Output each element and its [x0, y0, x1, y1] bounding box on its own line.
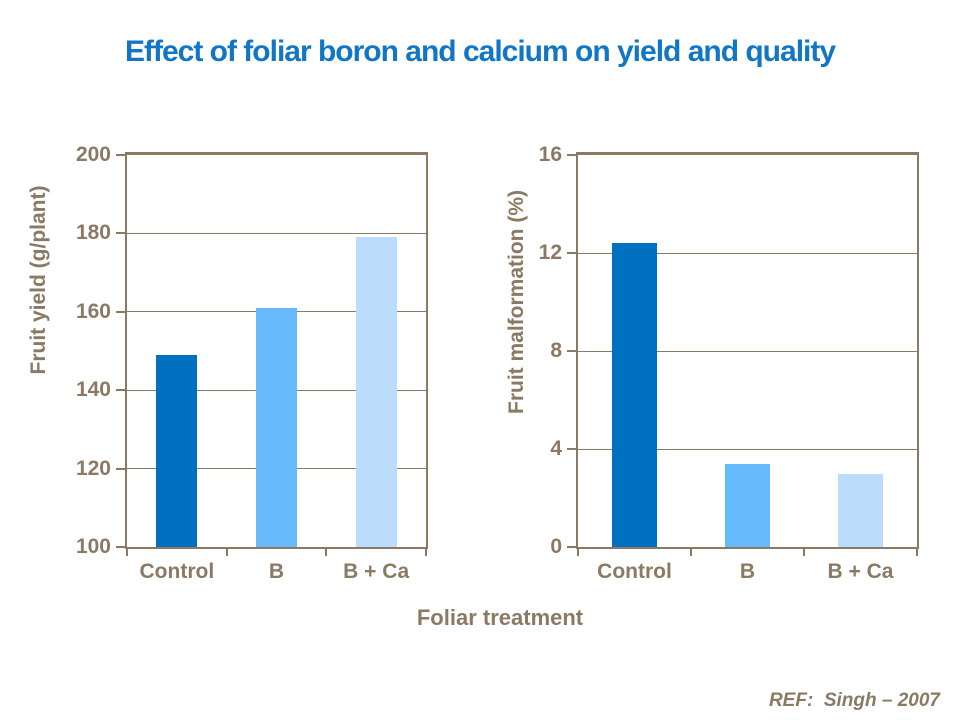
y-tick-label-text: 8: [550, 339, 562, 362]
x-axis-tick: [577, 547, 579, 556]
y-axis-tick: [567, 350, 578, 352]
bar-b-ca: [838, 473, 883, 547]
x-axis-tick: [803, 547, 805, 556]
y-axis-title-text: Fruit malformation (%): [505, 190, 528, 414]
plot-border: [576, 152, 919, 549]
y-tick-label-text: 16: [538, 143, 562, 166]
gridline: [127, 389, 426, 391]
x-axis-tick: [325, 547, 328, 556]
x-axis-title-text: Foliar treatment: [416, 605, 584, 630]
bar-b: [256, 307, 297, 547]
x-category-label-text: B: [268, 560, 285, 583]
x-axis-tick: [425, 547, 427, 556]
y-axis-tick: [567, 252, 578, 254]
y-axis-tick: [567, 546, 578, 548]
x-category-label-text: B + Ca: [343, 560, 410, 583]
y-tick-label-text: 200: [75, 143, 111, 166]
x-category-label-text: B + Ca: [827, 560, 894, 583]
gridline: [127, 232, 426, 234]
y-tick-label-text: 120: [75, 456, 111, 480]
gridline: [127, 468, 426, 470]
bar-b: [725, 463, 770, 547]
gridline: [578, 350, 917, 352]
reference-text: REF: Singh – 2007: [768, 690, 940, 711]
bar-control: [156, 354, 198, 547]
y-axis-tick: [116, 310, 127, 313]
x-axis-tick: [690, 547, 692, 556]
y-axis-tick: [116, 546, 127, 548]
y-axis-tick: [567, 154, 578, 156]
x-category-label-text: Control: [597, 560, 672, 583]
bar-b-ca: [355, 237, 397, 547]
x-axis-tick: [916, 547, 918, 556]
y-tick-label-text: 140: [75, 378, 111, 402]
x-category-label-text: Control: [139, 560, 215, 583]
y-tick-label-text: 100: [75, 535, 111, 558]
y-tick-label-text: 12: [538, 241, 562, 264]
y-tick-label-text: 4: [550, 437, 562, 460]
plot-border: [125, 152, 428, 549]
y-tick-label-text: 0: [550, 535, 562, 558]
y-axis-tick: [116, 154, 127, 156]
y-tick-label-text: 160: [75, 299, 111, 323]
gridline: [578, 252, 917, 254]
x-axis-tick: [225, 547, 228, 556]
y-axis-tick: [116, 232, 127, 235]
gridline: [578, 448, 917, 450]
x-category-label-text: B: [739, 560, 756, 583]
y-tick-label-text: 180: [75, 221, 111, 245]
bar-control: [612, 243, 657, 547]
y-axis-tick: [116, 389, 127, 392]
y-axis-tick: [116, 467, 127, 470]
y-axis-tick: [567, 448, 578, 450]
x-axis-tick: [126, 547, 128, 556]
y-axis-title-text: Fruit yield (g/plant): [27, 185, 50, 375]
slide-title: Effect of foliar boron and calcium on yi…: [124, 35, 836, 68]
gridline: [127, 311, 426, 313]
